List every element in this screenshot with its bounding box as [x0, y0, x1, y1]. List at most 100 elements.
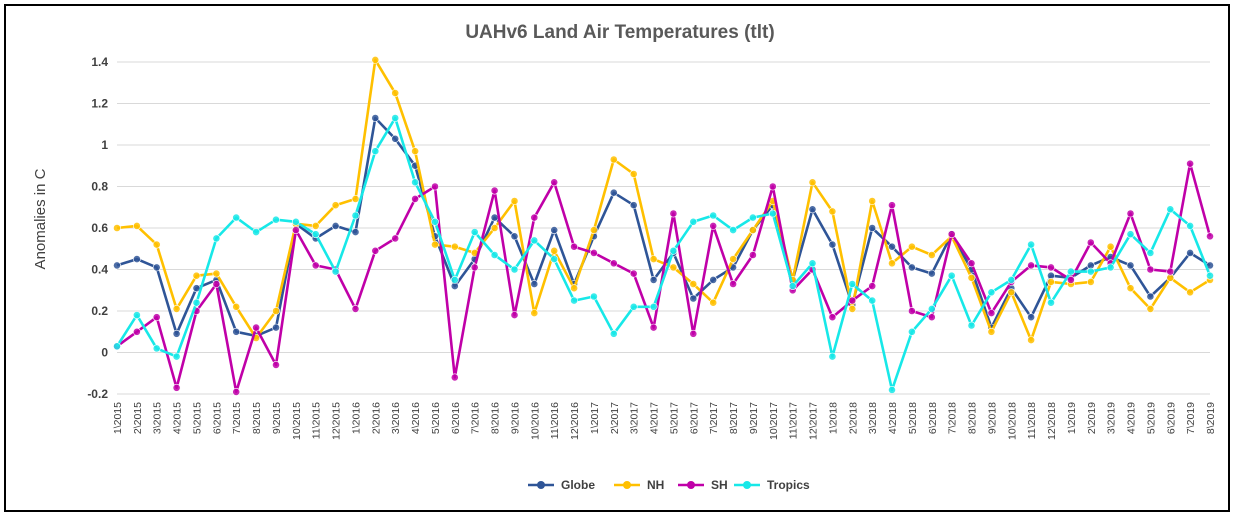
data-point — [947, 271, 956, 280]
x-tick-label: 6\2015 — [211, 402, 223, 434]
x-tick-label: 5\2015 — [191, 402, 203, 434]
y-tick-label: 1 — [101, 138, 108, 152]
data-point — [570, 296, 578, 305]
x-tick-label: 5\2017 — [668, 402, 680, 434]
data-point — [510, 197, 519, 205]
x-tick-label: 3\2017 — [629, 402, 641, 434]
data-point — [1166, 205, 1175, 214]
data-point — [212, 280, 221, 288]
data-point — [152, 313, 161, 322]
x-tick-label: 7\2016 — [470, 402, 482, 434]
data-point — [729, 255, 737, 263]
y-tick-label: 0.8 — [91, 180, 108, 194]
data-point — [590, 248, 598, 257]
data-point — [391, 134, 400, 143]
data-point — [908, 307, 916, 315]
data-point — [868, 282, 877, 290]
data-point — [272, 323, 280, 332]
y-tick-label: 1.2 — [91, 97, 108, 111]
data-point — [252, 228, 260, 236]
x-tick-label: 4\2017 — [649, 402, 661, 434]
data-point — [1086, 277, 1095, 286]
data-point — [192, 298, 201, 307]
data-point — [987, 309, 996, 317]
data-point — [490, 251, 499, 259]
x-tick-label: 8\2015 — [251, 402, 263, 434]
data-point — [371, 147, 380, 156]
x-tick-label: 2\2016 — [370, 402, 382, 434]
data-point — [1067, 275, 1075, 284]
data-point — [828, 207, 837, 216]
data-point — [987, 327, 996, 336]
x-tick-label: 4\2016 — [410, 402, 422, 434]
data-point — [1106, 263, 1115, 272]
x-tick-label: 6\2018 — [927, 402, 939, 434]
data-point — [649, 275, 658, 284]
chart-frame — [4, 4, 1230, 512]
y-tick-label: 0.6 — [91, 221, 108, 235]
data-point — [669, 263, 678, 272]
data-point — [470, 228, 479, 236]
data-point — [252, 323, 260, 332]
data-point — [192, 271, 201, 280]
data-point — [1027, 240, 1035, 249]
data-point — [1067, 267, 1075, 276]
data-point — [1126, 209, 1135, 218]
data-point — [888, 385, 896, 394]
data-point — [967, 259, 976, 268]
x-tick-label: 4\2015 — [172, 402, 184, 434]
y-tick-label: 1.4 — [91, 55, 108, 69]
data-point — [331, 201, 340, 210]
data-point — [411, 194, 419, 203]
data-point — [927, 313, 936, 322]
series-line-tropics — [115, 116, 1212, 392]
data-point — [351, 304, 360, 313]
data-point — [232, 387, 241, 396]
data-point — [1047, 277, 1055, 286]
x-tick-label: 9\2016 — [509, 402, 521, 434]
data-point — [1007, 288, 1016, 297]
data-point — [709, 275, 718, 284]
chart-title: UAHv6 Land Air Temperatures (tlt) — [465, 22, 774, 43]
data-point — [828, 240, 837, 249]
data-point — [232, 327, 241, 336]
x-tick-label: 12\2015 — [331, 402, 343, 440]
data-point — [1186, 288, 1194, 297]
data-point — [311, 230, 320, 239]
data-point — [431, 240, 439, 249]
data-point — [530, 236, 539, 245]
data-point — [550, 178, 559, 187]
x-tick-label: 5\2018 — [907, 402, 919, 434]
legend-label: Tropics — [767, 478, 810, 492]
data-point — [470, 263, 479, 272]
x-tick-label: 1\2018 — [827, 402, 839, 434]
legend-item-nh: NH — [614, 478, 664, 492]
data-point — [391, 234, 400, 243]
x-tick-label: 6\2019 — [1165, 402, 1177, 434]
data-point — [1047, 263, 1055, 272]
data-point — [351, 194, 360, 203]
data-point — [768, 209, 777, 218]
data-point — [1186, 248, 1194, 257]
data-point — [530, 213, 539, 222]
data-point — [450, 373, 459, 382]
x-tick-label: 1\2015 — [112, 402, 124, 434]
legend-marker — [537, 481, 545, 489]
x-tick-label: 9\2017 — [748, 402, 760, 434]
data-point — [291, 226, 300, 234]
series-line-sh — [116, 162, 1212, 394]
data-point — [510, 265, 519, 274]
data-point — [689, 217, 698, 226]
x-tick-label: 3\2018 — [867, 402, 879, 434]
y-tick-label: -0.2 — [87, 387, 108, 401]
data-point — [1027, 261, 1035, 270]
x-tick-label: 12\2017 — [808, 402, 820, 440]
data-point — [689, 294, 698, 303]
x-tick-label: 9\2018 — [986, 402, 998, 434]
series-tropics — [113, 114, 1214, 394]
data-point — [609, 259, 618, 268]
x-tick-label: 3\2016 — [390, 402, 402, 434]
data-point — [749, 251, 757, 259]
data-point — [649, 302, 658, 311]
data-point — [132, 255, 141, 263]
